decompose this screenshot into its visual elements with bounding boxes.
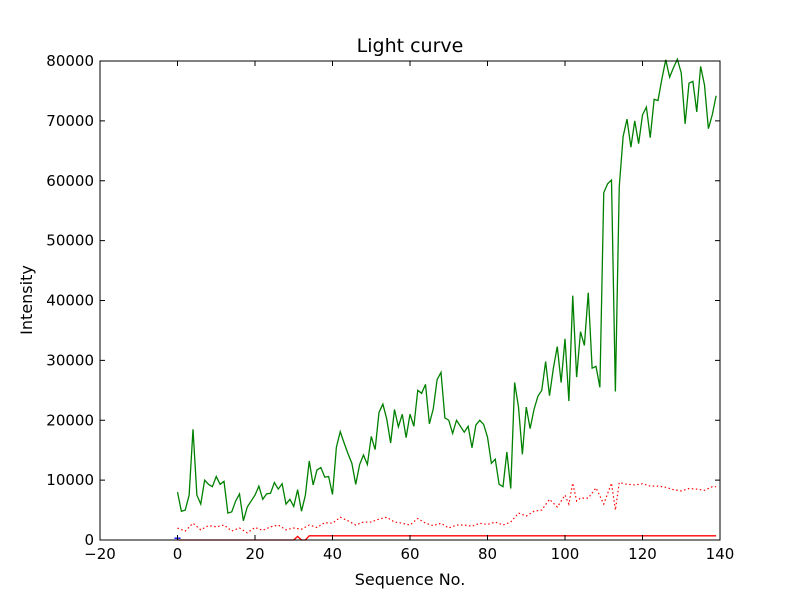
x-tick-label: 60: [400, 545, 419, 563]
y-tick-label: 30000: [46, 351, 94, 369]
y-axis-label: Intensity: [17, 265, 36, 335]
x-tick-label: 100: [551, 545, 580, 563]
x-axis-label: Sequence No.: [355, 570, 466, 589]
y-tick-label: 40000: [46, 292, 94, 310]
series-line-2: [177, 481, 717, 534]
y-tick-label: 80000: [46, 52, 94, 70]
x-tick-label: 40: [323, 545, 342, 563]
x-tick-label: 80: [478, 545, 497, 563]
x-tick-label: 0: [173, 545, 183, 563]
y-tick-label: 0: [84, 531, 94, 549]
series-line-1: [176, 57, 717, 522]
x-tick-label: −20: [84, 545, 116, 563]
y-tick-label: 20000: [46, 411, 94, 429]
y-tick-label: 70000: [46, 112, 94, 130]
x-tick-label: 120: [628, 545, 657, 563]
plot-area-frame: [99, 60, 721, 541]
x-tick-label: 20: [245, 545, 264, 563]
chart-title: Light curve: [357, 35, 464, 57]
x-tick-label: 140: [706, 545, 735, 563]
ticks-layer: −20 0 20 40 60 80 100 120 1400100002000030000400…: [46, 52, 734, 563]
y-tick-label: 50000: [46, 232, 94, 250]
y-tick-label: 10000: [46, 471, 94, 489]
y-tick-label: 60000: [46, 172, 94, 190]
